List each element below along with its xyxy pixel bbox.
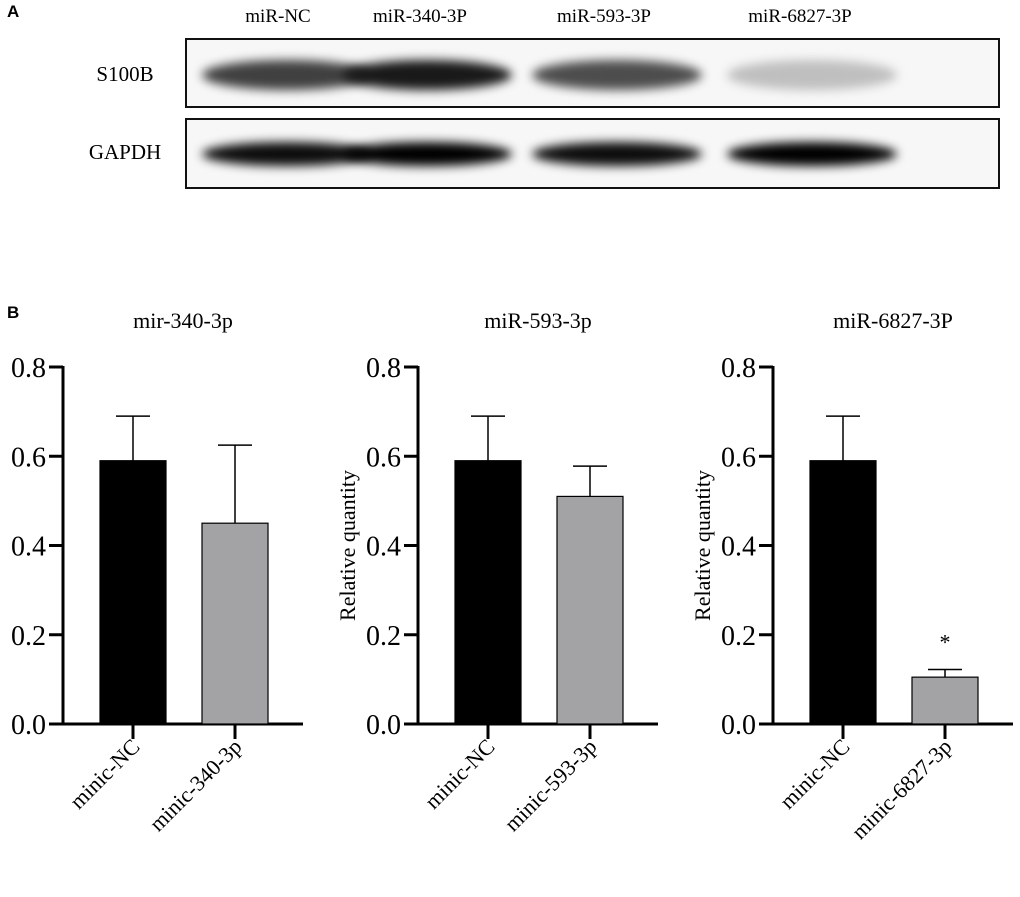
- blot-s100b: [185, 38, 1000, 108]
- significance-marker: *: [940, 630, 951, 655]
- chart-title: mir-340-3p: [133, 308, 233, 333]
- x-tick-label: minic-NC: [65, 734, 145, 814]
- y-tick-label: 0.8: [721, 353, 756, 384]
- bar: [99, 460, 167, 725]
- panel-b-letter: B: [7, 303, 20, 322]
- bar: [556, 495, 624, 725]
- bar: [454, 460, 522, 725]
- y-tick-label: 0.6: [721, 442, 756, 473]
- bar: [911, 676, 979, 725]
- y-axis-label: Relative quantity: [335, 470, 360, 621]
- protein-band: [727, 60, 897, 90]
- protein-band: [342, 142, 512, 166]
- y-tick-label: 0.6: [11, 442, 46, 473]
- protein-band: [532, 142, 702, 166]
- y-tick-label: 0.0: [721, 710, 756, 741]
- protein-band: [342, 60, 512, 90]
- y-tick-label: 0.8: [11, 353, 46, 384]
- row-label-gapdh: GAPDH: [88, 140, 162, 164]
- y-tick-label: 0.4: [11, 532, 46, 563]
- blot-gapdh: [185, 118, 1000, 189]
- y-axis-label: Relative quantity: [690, 470, 715, 621]
- y-tick-label: 0.4: [366, 532, 401, 563]
- y-tick-label: 0.0: [366, 710, 401, 741]
- y-tick-label: 0.8: [366, 353, 401, 384]
- lane-label: miR-593-3P: [557, 6, 651, 27]
- y-tick-label: 0.2: [366, 621, 401, 652]
- x-tick-label: minic-340-3p: [144, 734, 246, 836]
- bar: [201, 522, 269, 725]
- y-tick-label: 0.2: [11, 621, 46, 652]
- bar: [809, 460, 877, 725]
- x-tick-label: minic-6827-3p: [846, 734, 956, 844]
- protein-band: [727, 142, 897, 166]
- x-tick-label: minic-NC: [420, 734, 500, 814]
- lane-label: miR-340-3P: [373, 6, 467, 27]
- lane-label: miR-NC: [245, 6, 311, 27]
- row-label-s100b: S100B: [96, 62, 154, 86]
- chart-title: miR-593-3p: [484, 308, 592, 333]
- y-tick-label: 0.2: [721, 621, 756, 652]
- chart-title: miR-6827-3P: [833, 308, 953, 333]
- y-tick-label: 0.4: [721, 532, 756, 563]
- x-tick-label: minic-593-3p: [499, 734, 601, 836]
- y-tick-label: 0.0: [11, 710, 46, 741]
- lane-label: miR-6827-3P: [748, 6, 852, 27]
- y-tick-label: 0.6: [366, 442, 401, 473]
- protein-band: [532, 60, 702, 90]
- x-tick-label: minic-NC: [775, 734, 855, 814]
- panel-a-letter: A: [7, 2, 20, 21]
